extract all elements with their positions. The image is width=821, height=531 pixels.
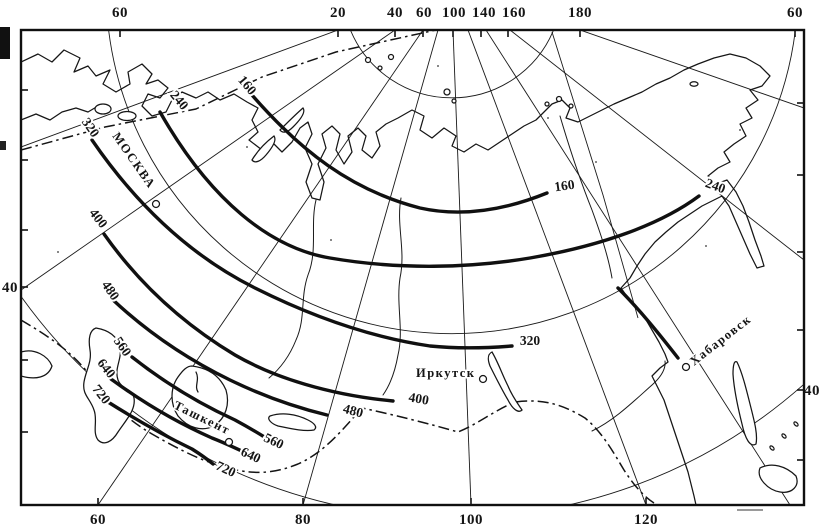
tashkent-marker	[224, 437, 234, 447]
northern-coast	[22, 49, 771, 504]
lake-ladoga	[94, 103, 112, 115]
lake-baikal	[487, 351, 523, 412]
novaya-zemlya-south	[251, 135, 276, 163]
isoline-label-720-east: 720	[214, 458, 239, 480]
polar-sector-border	[22, 31, 435, 151]
top-label-8: 60	[787, 5, 803, 21]
top-label-0: 60	[112, 5, 128, 21]
rivers	[268, 115, 666, 432]
isoline-label-400-east: 400	[408, 389, 431, 407]
aral-sea	[171, 365, 229, 430]
isoline-720	[106, 400, 215, 466]
kuril-islands	[769, 421, 799, 451]
isoline-320	[90, 138, 514, 350]
scan-artifacts	[0, 27, 763, 511]
isoline-400	[102, 232, 395, 403]
top-label-5: 140	[472, 5, 496, 21]
moscow-marker	[151, 199, 161, 209]
isoline-label-480-west: 480	[99, 278, 123, 303]
isoline-560	[130, 355, 268, 440]
irkutsk-marker	[478, 374, 488, 384]
city-label-khabarovsk: Хабаровск	[687, 312, 754, 368]
isoline-label-560-east: 560	[262, 430, 287, 452]
graticule-extra-line	[551, 31, 639, 319]
isoline-240	[158, 110, 701, 268]
isoline-segment-far-east	[616, 286, 680, 360]
state-borders	[22, 31, 655, 504]
isoline-label-480-east: 480	[341, 401, 365, 421]
bottom-label-0: 60	[90, 512, 106, 528]
city-label-moscow: МОСКВА	[110, 130, 159, 192]
isolines	[90, 93, 701, 466]
isoline-label-320-east: 320	[520, 333, 541, 348]
arctic-islands	[364, 53, 699, 109]
bottom-label-2: 100	[459, 512, 483, 528]
isoline-label-400-west: 400	[86, 206, 110, 231]
top-label-6: 160	[502, 5, 526, 21]
baltic-coast	[22, 105, 99, 121]
sakhalin-island	[732, 360, 758, 446]
graticule-meridians	[22, 31, 803, 504]
bottom-label-1: 80	[295, 512, 311, 528]
right-label-0: 40	[804, 383, 820, 399]
city-label-irkutsk: Иркутск	[416, 366, 476, 380]
scan-specks	[57, 65, 741, 253]
coastlines	[22, 49, 799, 504]
top-label-1: 20	[330, 5, 346, 21]
map-frame	[19, 28, 806, 507]
bottom-label-3: 120	[634, 512, 658, 528]
top-label-7: 180	[568, 5, 592, 21]
isoline-label-240-east: 240	[703, 175, 727, 196]
top-label-2: 40	[387, 5, 403, 21]
black-sea-coast	[22, 350, 53, 379]
khabarovsk-marker	[681, 362, 691, 372]
isoline-480	[110, 297, 329, 417]
isoline-label-640-east: 640	[239, 444, 264, 466]
caspian-sea	[83, 327, 135, 444]
lake-onega	[117, 110, 137, 122]
isoline-label-160-east: 160	[553, 177, 575, 195]
aral-notch	[195, 371, 199, 393]
top-label-3: 60	[416, 5, 432, 21]
isoline-160	[250, 93, 549, 214]
left-label-0: 40	[2, 280, 18, 296]
edge-labels: 60 20 40 60 100 140 160 180 60 60 80 100…	[2, 5, 820, 528]
top-label-4: 100	[442, 5, 466, 21]
lake-balkhash	[268, 413, 317, 432]
isoline-label-160-west: 160	[235, 73, 260, 98]
hokkaido-island	[758, 464, 798, 493]
isoline-640	[109, 377, 246, 454]
isoline-label-320-west: 320	[79, 115, 103, 140]
